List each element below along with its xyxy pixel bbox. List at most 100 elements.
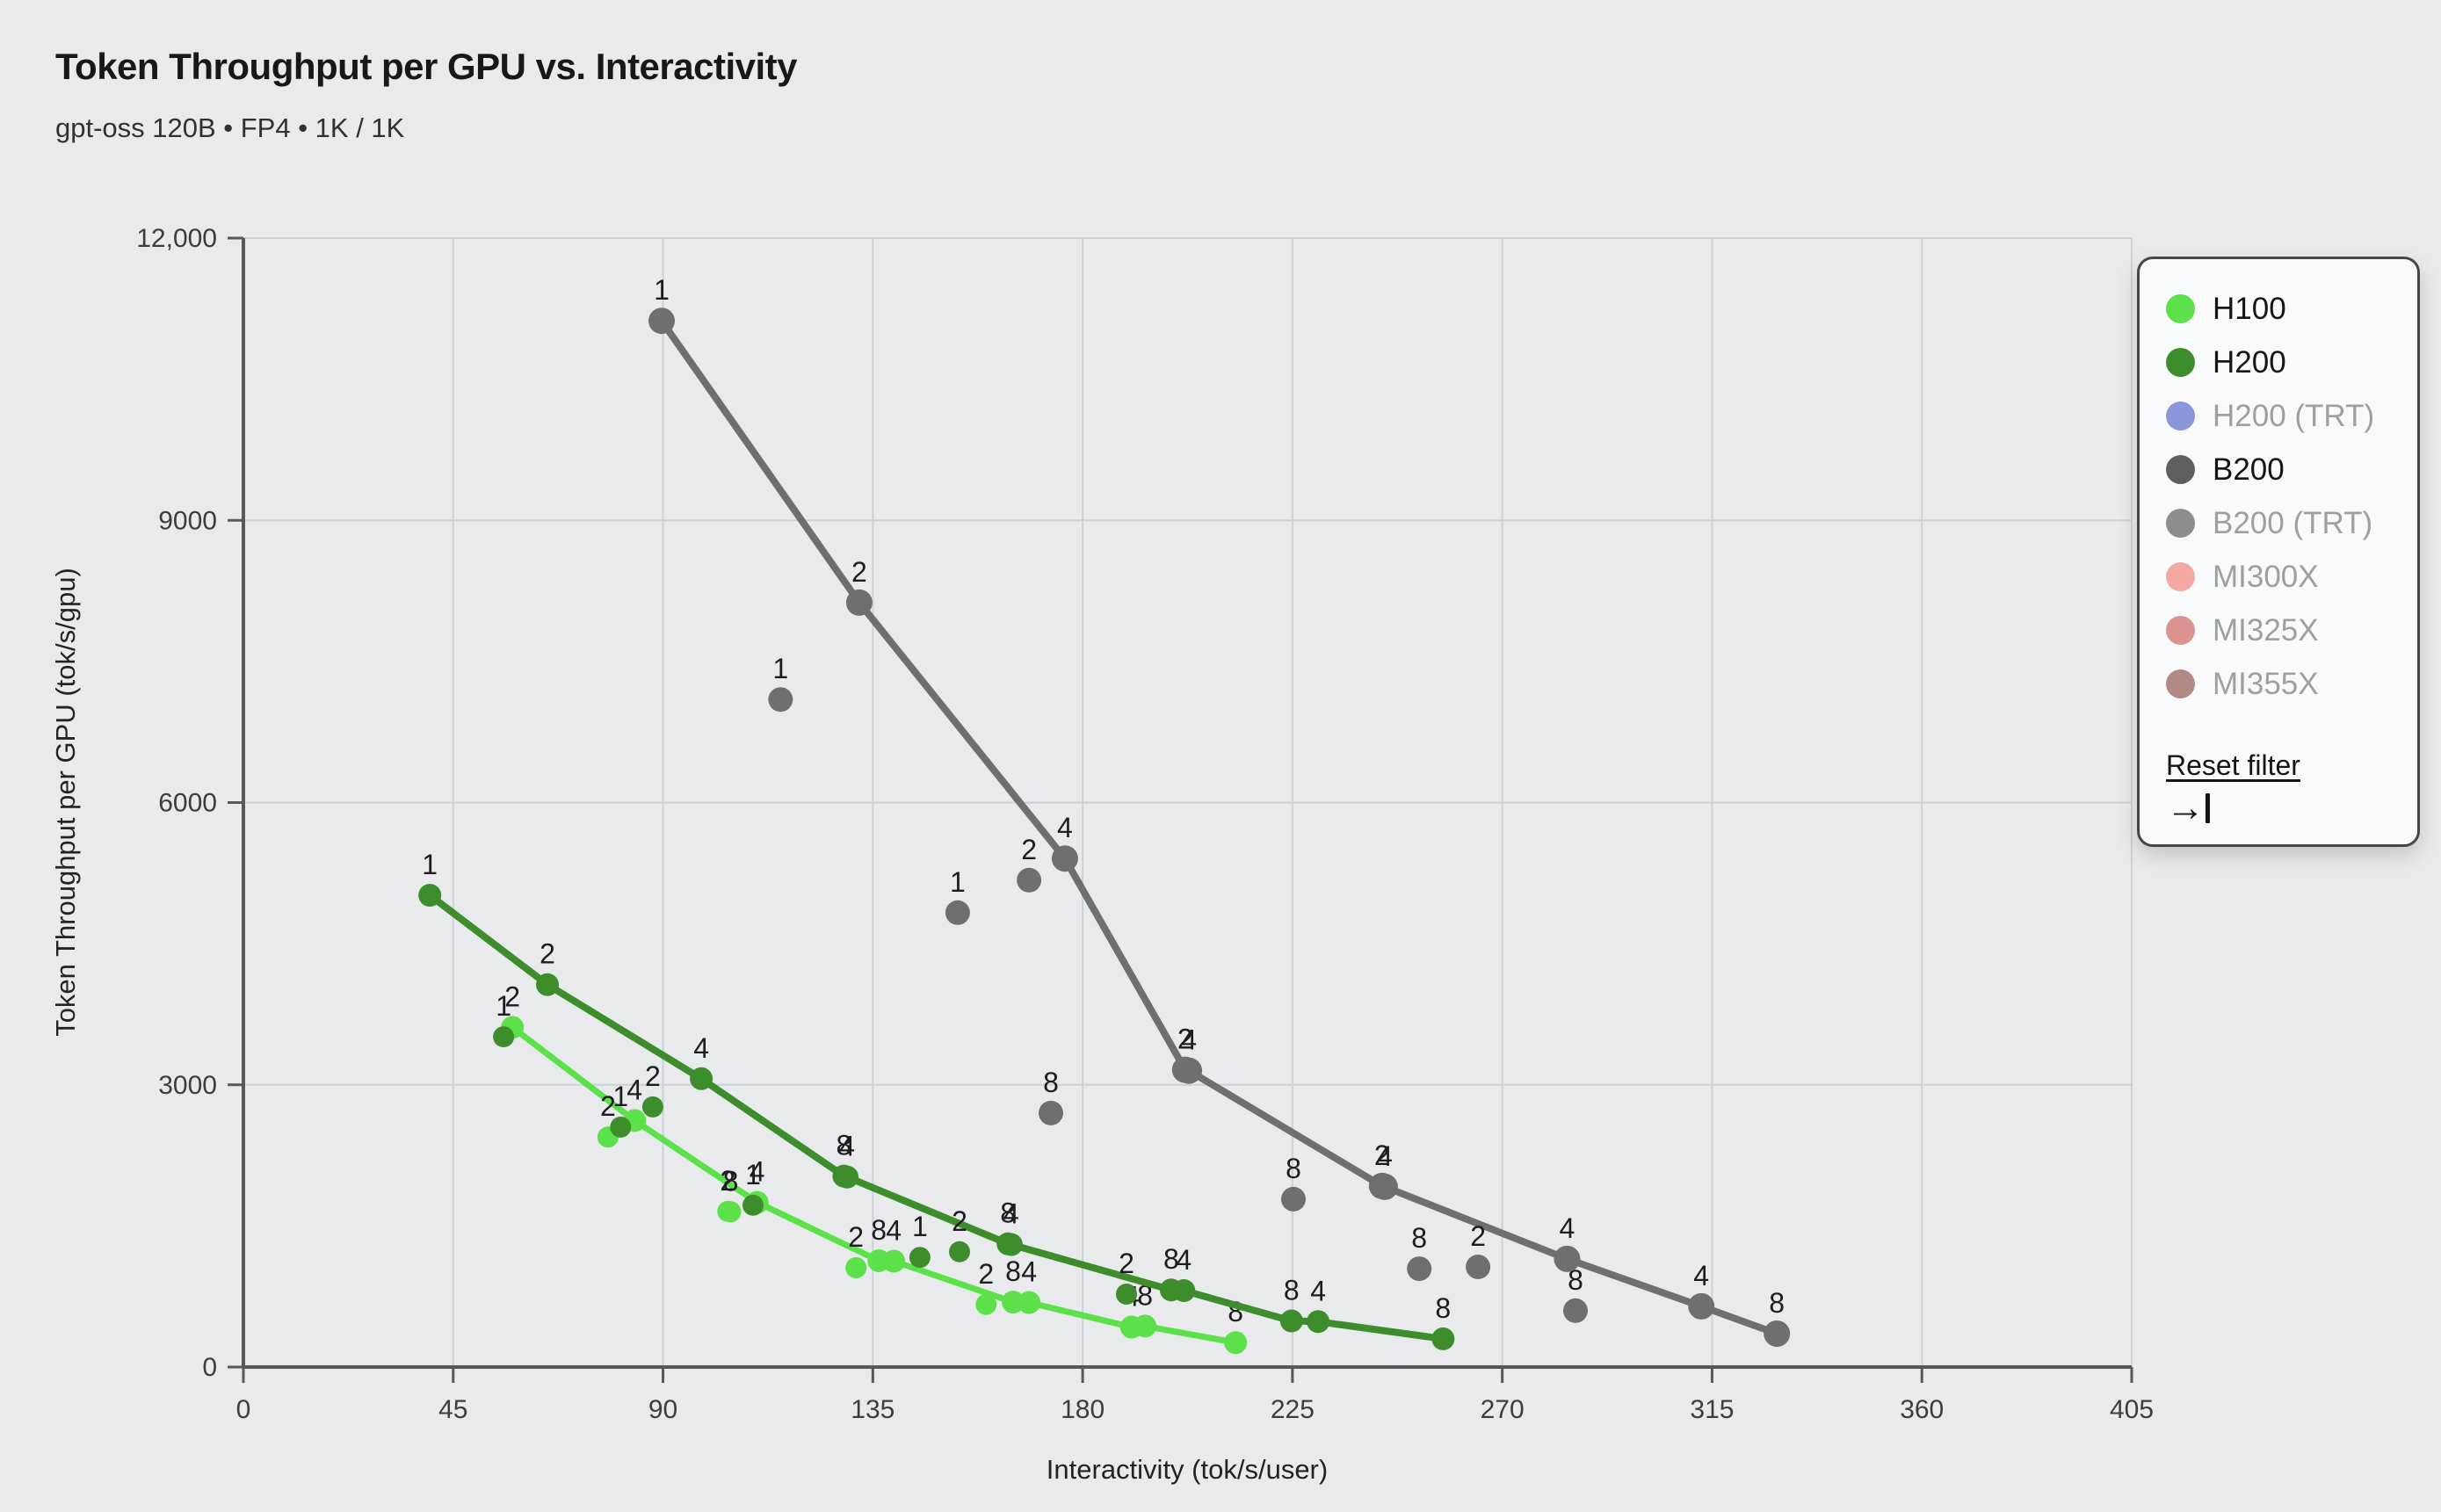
- h100-point-label: 2: [504, 980, 520, 1012]
- b200-point-label: 2: [1470, 1220, 1486, 1252]
- x-tick-label: 360: [1900, 1395, 1944, 1424]
- x-tick-label: 180: [1061, 1395, 1105, 1424]
- h100-line-point[interactable]: [1224, 1331, 1248, 1355]
- h100-point-label: 4: [750, 1156, 765, 1188]
- legend-item-h200-trt[interactable]: H200 (TRT): [2166, 389, 2417, 443]
- legend-panel: H100 H200 H200 (TRT) B200 B200 (TRT) MI300X MI…: [2137, 257, 2420, 847]
- b200-scatter-point[interactable]: [1039, 1100, 1063, 1125]
- legend-color-dot: [2166, 348, 2195, 377]
- b200-scatter-point[interactable]: [768, 687, 793, 713]
- b200-line-point[interactable]: [1051, 845, 1078, 872]
- h100-point-label: 2: [848, 1221, 864, 1253]
- h200-line-point[interactable]: [1307, 1310, 1330, 1334]
- h100-line-point[interactable]: [882, 1249, 906, 1273]
- b200-scatter-point[interactable]: [1281, 1186, 1306, 1212]
- reset-filter-link[interactable]: Reset filter: [2166, 749, 2300, 781]
- h200-line-point[interactable]: [1279, 1309, 1303, 1333]
- legend-item-label: H100: [2213, 291, 2286, 326]
- h200-point-label: 4: [1310, 1275, 1326, 1306]
- b200-scatter-point[interactable]: [945, 900, 970, 925]
- legend-item-b200[interactable]: B200: [2166, 443, 2417, 496]
- b200-line-point[interactable]: [1176, 1057, 1203, 1084]
- b200-line-point[interactable]: [648, 307, 675, 335]
- h100-point-label: 8: [871, 1214, 887, 1246]
- h100-scatter-point[interactable]: [975, 1293, 997, 1315]
- y-axis-title: Token Throughput per GPU (tok/s/gpu): [50, 568, 81, 1037]
- page-title: Token Throughput per GPU vs. Interactivi…: [55, 46, 798, 87]
- h100-point-label: 4: [1021, 1256, 1037, 1288]
- h200-scatter-point[interactable]: [610, 1116, 632, 1138]
- b200-point-label: 4: [1377, 1140, 1393, 1172]
- legend-item-label: B200 (TRT): [2213, 505, 2373, 540]
- legend-item-mi355x[interactable]: MI355X: [2166, 657, 2417, 711]
- h100-point-label: 2: [600, 1090, 616, 1122]
- x-tick-label: 315: [1690, 1395, 1734, 1424]
- b200-scatter-point[interactable]: [1017, 867, 1042, 893]
- h200-line-point[interactable]: [1431, 1327, 1455, 1350]
- h200-scatter-point[interactable]: [909, 1247, 931, 1269]
- h100-point-label: 4: [627, 1074, 642, 1105]
- legend-item-h200[interactable]: H200: [2166, 336, 2417, 389]
- b200-scatter-point[interactable]: [1407, 1256, 1432, 1282]
- b200-scatter-point[interactable]: [1563, 1298, 1588, 1323]
- x-tick-label: 135: [851, 1395, 895, 1424]
- legend-color-dot: [2166, 294, 2195, 323]
- h200-line-point[interactable]: [836, 1165, 859, 1189]
- b200-point-label: 8: [1286, 1153, 1301, 1184]
- h200-line-point[interactable]: [1172, 1279, 1196, 1302]
- legend-item-mi300x[interactable]: MI300X: [2166, 550, 2417, 604]
- y-tick-label: 0: [202, 1353, 217, 1382]
- h200-point-label: 1: [745, 1159, 761, 1190]
- legend-item-b200-trt[interactable]: B200 (TRT): [2166, 496, 2417, 550]
- collapse-legend-icon[interactable]: →: [2166, 789, 2219, 828]
- h200-point-label: 1: [422, 849, 438, 880]
- h200-point-label: 4: [693, 1032, 709, 1064]
- legend-item-label: H200: [2213, 344, 2286, 380]
- b200-point-label: 8: [1568, 1264, 1583, 1296]
- h200-line-point[interactable]: [690, 1067, 713, 1090]
- legend-item-label: B200: [2213, 452, 2285, 487]
- h200-line-point[interactable]: [999, 1233, 1023, 1256]
- h100-scatter-point[interactable]: [720, 1201, 742, 1223]
- h200-scatter-point[interactable]: [1116, 1284, 1137, 1305]
- legend-color-dot: [2166, 509, 2195, 538]
- b200-point-label: 4: [1057, 812, 1073, 843]
- h100-point-label: 8: [723, 1165, 739, 1197]
- legend-item-label: MI355X: [2213, 666, 2319, 701]
- b200-line-point[interactable]: [1688, 1292, 1715, 1320]
- b200-line-point[interactable]: [1764, 1320, 1791, 1347]
- h100-line-point[interactable]: [1134, 1314, 1157, 1338]
- b200-line-point[interactable]: [845, 589, 873, 616]
- b200-point-label: 1: [950, 866, 966, 898]
- h100-scatter-point[interactable]: [845, 1257, 867, 1278]
- y-tick-label: 9000: [158, 506, 217, 535]
- b200-line-point[interactable]: [1372, 1173, 1398, 1200]
- h200-point-label: 8: [1284, 1275, 1300, 1306]
- h100-line-point[interactable]: [1002, 1291, 1025, 1314]
- h100-point-label: 8: [1005, 1255, 1021, 1287]
- b200-point-label: 2: [1021, 834, 1037, 865]
- b200-line-point[interactable]: [1554, 1245, 1581, 1272]
- legend-item-label: H200 (TRT): [2213, 398, 2375, 433]
- legend-item-h100[interactable]: H100: [2166, 282, 2417, 336]
- h200-scatter-point[interactable]: [949, 1241, 970, 1262]
- b200-scatter-point[interactable]: [1466, 1255, 1491, 1279]
- h200-line-point[interactable]: [418, 884, 442, 907]
- h200-scatter-point[interactable]: [742, 1194, 764, 1216]
- h100-point-label: 2: [978, 1258, 994, 1290]
- b200-frontier-line: [658, 317, 1781, 1337]
- x-tick-label: 0: [236, 1395, 251, 1424]
- legend-item-mi325x[interactable]: MI325X: [2166, 604, 2417, 657]
- h100-point-label: 4: [886, 1215, 902, 1247]
- h200-point-label: 1: [496, 990, 511, 1022]
- legend-item-label: MI300X: [2213, 559, 2319, 594]
- h200-scatter-point[interactable]: [493, 1026, 515, 1048]
- h200-point-label: 8: [1435, 1292, 1451, 1324]
- h100-line-point[interactable]: [1018, 1291, 1041, 1314]
- h200-point-label: 8: [837, 1130, 852, 1161]
- h200-point-label: 4: [839, 1131, 855, 1162]
- h200-line-point[interactable]: [536, 973, 559, 996]
- h200-scatter-point[interactable]: [641, 1096, 663, 1118]
